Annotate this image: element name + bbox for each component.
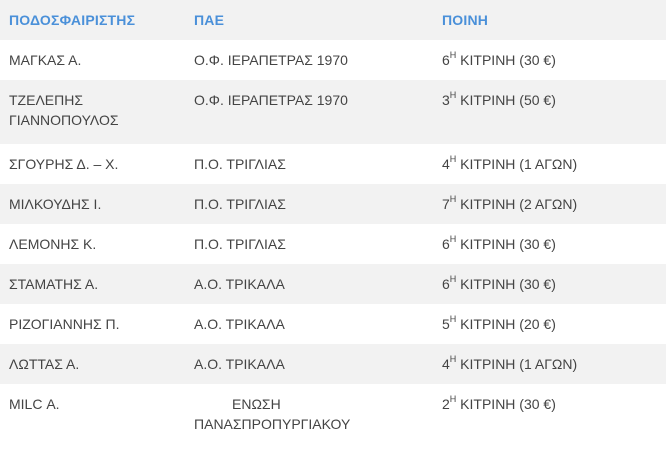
penalty-cell: 6Η ΚΙΤΡΙΝΗ (30 €) <box>433 264 666 304</box>
penalty-cell: 5Η ΚΙΤΡΙΝΗ (20 €) <box>433 304 666 344</box>
penalty-count: 6 <box>442 276 450 292</box>
header-penalty: ΠΟΙΝΗ <box>433 0 666 40</box>
penalty-count: 2 <box>442 396 450 412</box>
penalty-count: 3 <box>442 92 450 108</box>
team-cell: Α.Ο. ΤΡΙΚΑΛΑ <box>185 344 433 384</box>
penalty-cell: 2Η ΚΙΤΡΙΝΗ (30 €) <box>433 384 666 448</box>
penalty-text: ΚΙΤΡΙΝΗ (30 €) <box>456 276 556 292</box>
penalty-cell: 3Η ΚΙΤΡΙΝΗ (50 €) <box>433 80 666 144</box>
penalty-count: 5 <box>442 316 450 332</box>
team-line-1: ΕΝΩΣΗ <box>232 396 281 412</box>
player-cell: ΛΕΜΟΝΗΣ Κ. <box>0 224 185 264</box>
team-cell: Α.Ο. ΤΡΙΚΑΛΑ <box>185 304 433 344</box>
player-cell: ΡΙΖΟΓΙΑΝΝΗΣ Π. <box>0 304 185 344</box>
penalty-text: ΚΙΤΡΙΝΗ (30 €) <box>456 236 556 252</box>
penalty-count: 6 <box>442 52 450 68</box>
team-cell: Π.Ο. ΤΡΙΓΛΙΑΣ <box>185 224 433 264</box>
player-cell: MILC Α. <box>0 384 185 448</box>
team-cell: Π.Ο. ΤΡΙΓΛΙΑΣ <box>185 184 433 224</box>
team-cell: Ο.Φ. ΙΕΡΑΠΕΤΡΑΣ 1970 <box>185 40 433 80</box>
table-row: ΣΓΟΥΡΗΣ Δ. – Χ. Π.Ο. ΤΡΙΓΛΙΑΣ 4Η ΚΙΤΡΙΝΗ… <box>0 144 666 184</box>
penalty-text: ΚΙΤΡΙΝΗ (30 €) <box>456 396 556 412</box>
team-line-2: ΠΑΝΑΣΠΡΟΠΥΡΓΙΑΚΟΥ <box>194 416 351 432</box>
ordinal-suffix: Η <box>449 50 457 61</box>
ordinal-suffix: Η <box>449 314 457 325</box>
penalty-count: 6 <box>442 236 450 252</box>
ordinal-suffix: Η <box>449 234 457 245</box>
penalty-cell: 7Η ΚΙΤΡΙΝΗ (2 ΑΓΩΝ) <box>433 184 666 224</box>
penalty-text: ΚΙΤΡΙΝΗ (30 €) <box>456 52 556 68</box>
player-cell: ΜΙΛΚΟΥΔΗΣ Ι. <box>0 184 185 224</box>
table-row: ΡΙΖΟΓΙΑΝΝΗΣ Π. Α.Ο. ΤΡΙΚΑΛΑ 5Η ΚΙΤΡΙΝΗ (… <box>0 304 666 344</box>
team-cell: Ο.Φ. ΙΕΡΑΠΕΤΡΑΣ 1970 <box>185 80 433 144</box>
ordinal-suffix: Η <box>449 274 457 285</box>
table-row: ΣΤΑΜΑΤΗΣ Α. Α.Ο. ΤΡΙΚΑΛΑ 6Η ΚΙΤΡΙΝΗ (30 … <box>0 264 666 304</box>
table-row: MILC Α. ΕΝΩΣΗ ΠΑΝΑΣΠΡΟΠΥΡΓΙΑΚΟΥ 2Η ΚΙΤΡΙΝ… <box>0 384 666 448</box>
ordinal-suffix: Η <box>449 90 457 101</box>
penalty-text: ΚΙΤΡΙΝΗ (50 €) <box>456 92 556 108</box>
header-team: ΠΑΕ <box>185 0 433 40</box>
table-header-row: ΠΟΔΟΣΦΑΙΡΙΣΤΗΣ ΠΑΕ ΠΟΙΝΗ <box>0 0 666 40</box>
team-cell: ΕΝΩΣΗ ΠΑΝΑΣΠΡΟΠΥΡΓΙΑΚΟΥ <box>185 384 433 448</box>
penalty-cell: 4Η ΚΙΤΡΙΝΗ (1 ΑΓΩΝ) <box>433 344 666 384</box>
table-row: ΜΑΓΚΑΣ Α. Ο.Φ. ΙΕΡΑΠΕΤΡΑΣ 1970 6Η ΚΙΤΡΙΝ… <box>0 40 666 80</box>
player-cell: ΤΖΕΛΕΠΗΣ ΓΙΑΝΝΟΠΟΥΛΟΣ <box>0 80 185 144</box>
penalty-cell: 6Η ΚΙΤΡΙΝΗ (30 €) <box>433 40 666 80</box>
penalty-text: ΚΙΤΡΙΝΗ (1 ΑΓΩΝ) <box>456 156 578 172</box>
player-cell: ΣΤΑΜΑΤΗΣ Α. <box>0 264 185 304</box>
player-cell: ΣΓΟΥΡΗΣ Δ. – Χ. <box>0 144 185 184</box>
ordinal-suffix: Η <box>449 194 457 205</box>
table-row: ΛΕΜΟΝΗΣ Κ. Π.Ο. ΤΡΙΓΛΙΑΣ 6Η ΚΙΤΡΙΝΗ (30 … <box>0 224 666 264</box>
penalty-cell: 6Η ΚΙΤΡΙΝΗ (30 €) <box>433 224 666 264</box>
table-row: ΜΙΛΚΟΥΔΗΣ Ι. Π.Ο. ΤΡΙΓΛΙΑΣ 7Η ΚΙΤΡΙΝΗ (2… <box>0 184 666 224</box>
team-cell: Α.Ο. ΤΡΙΚΑΛΑ <box>185 264 433 304</box>
ordinal-suffix: Η <box>449 394 457 405</box>
penalty-count: 4 <box>442 356 450 372</box>
penalty-text: ΚΙΤΡΙΝΗ (2 ΑΓΩΝ) <box>456 196 578 212</box>
penalty-cell: 4Η ΚΙΤΡΙΝΗ (1 ΑΓΩΝ) <box>433 144 666 184</box>
ordinal-suffix: Η <box>449 154 457 165</box>
penalty-count: 4 <box>442 156 450 172</box>
penalty-count: 7 <box>442 196 450 212</box>
table-row: ΛΩΤΤΑΣ Α. Α.Ο. ΤΡΙΚΑΛΑ 4Η ΚΙΤΡΙΝΗ (1 ΑΓΩ… <box>0 344 666 384</box>
table-row: ΤΖΕΛΕΠΗΣ ΓΙΑΝΝΟΠΟΥΛΟΣ Ο.Φ. ΙΕΡΑΠΕΤΡΑΣ 19… <box>0 80 666 144</box>
penalty-text: ΚΙΤΡΙΝΗ (20 €) <box>456 316 556 332</box>
player-cell: ΜΑΓΚΑΣ Α. <box>0 40 185 80</box>
player-cell: ΛΩΤΤΑΣ Α. <box>0 344 185 384</box>
ordinal-suffix: Η <box>449 354 457 365</box>
header-player: ΠΟΔΟΣΦΑΙΡΙΣΤΗΣ <box>0 0 185 40</box>
penalty-text: ΚΙΤΡΙΝΗ (1 ΑΓΩΝ) <box>456 356 578 372</box>
team-cell: Π.Ο. ΤΡΙΓΛΙΑΣ <box>185 144 433 184</box>
